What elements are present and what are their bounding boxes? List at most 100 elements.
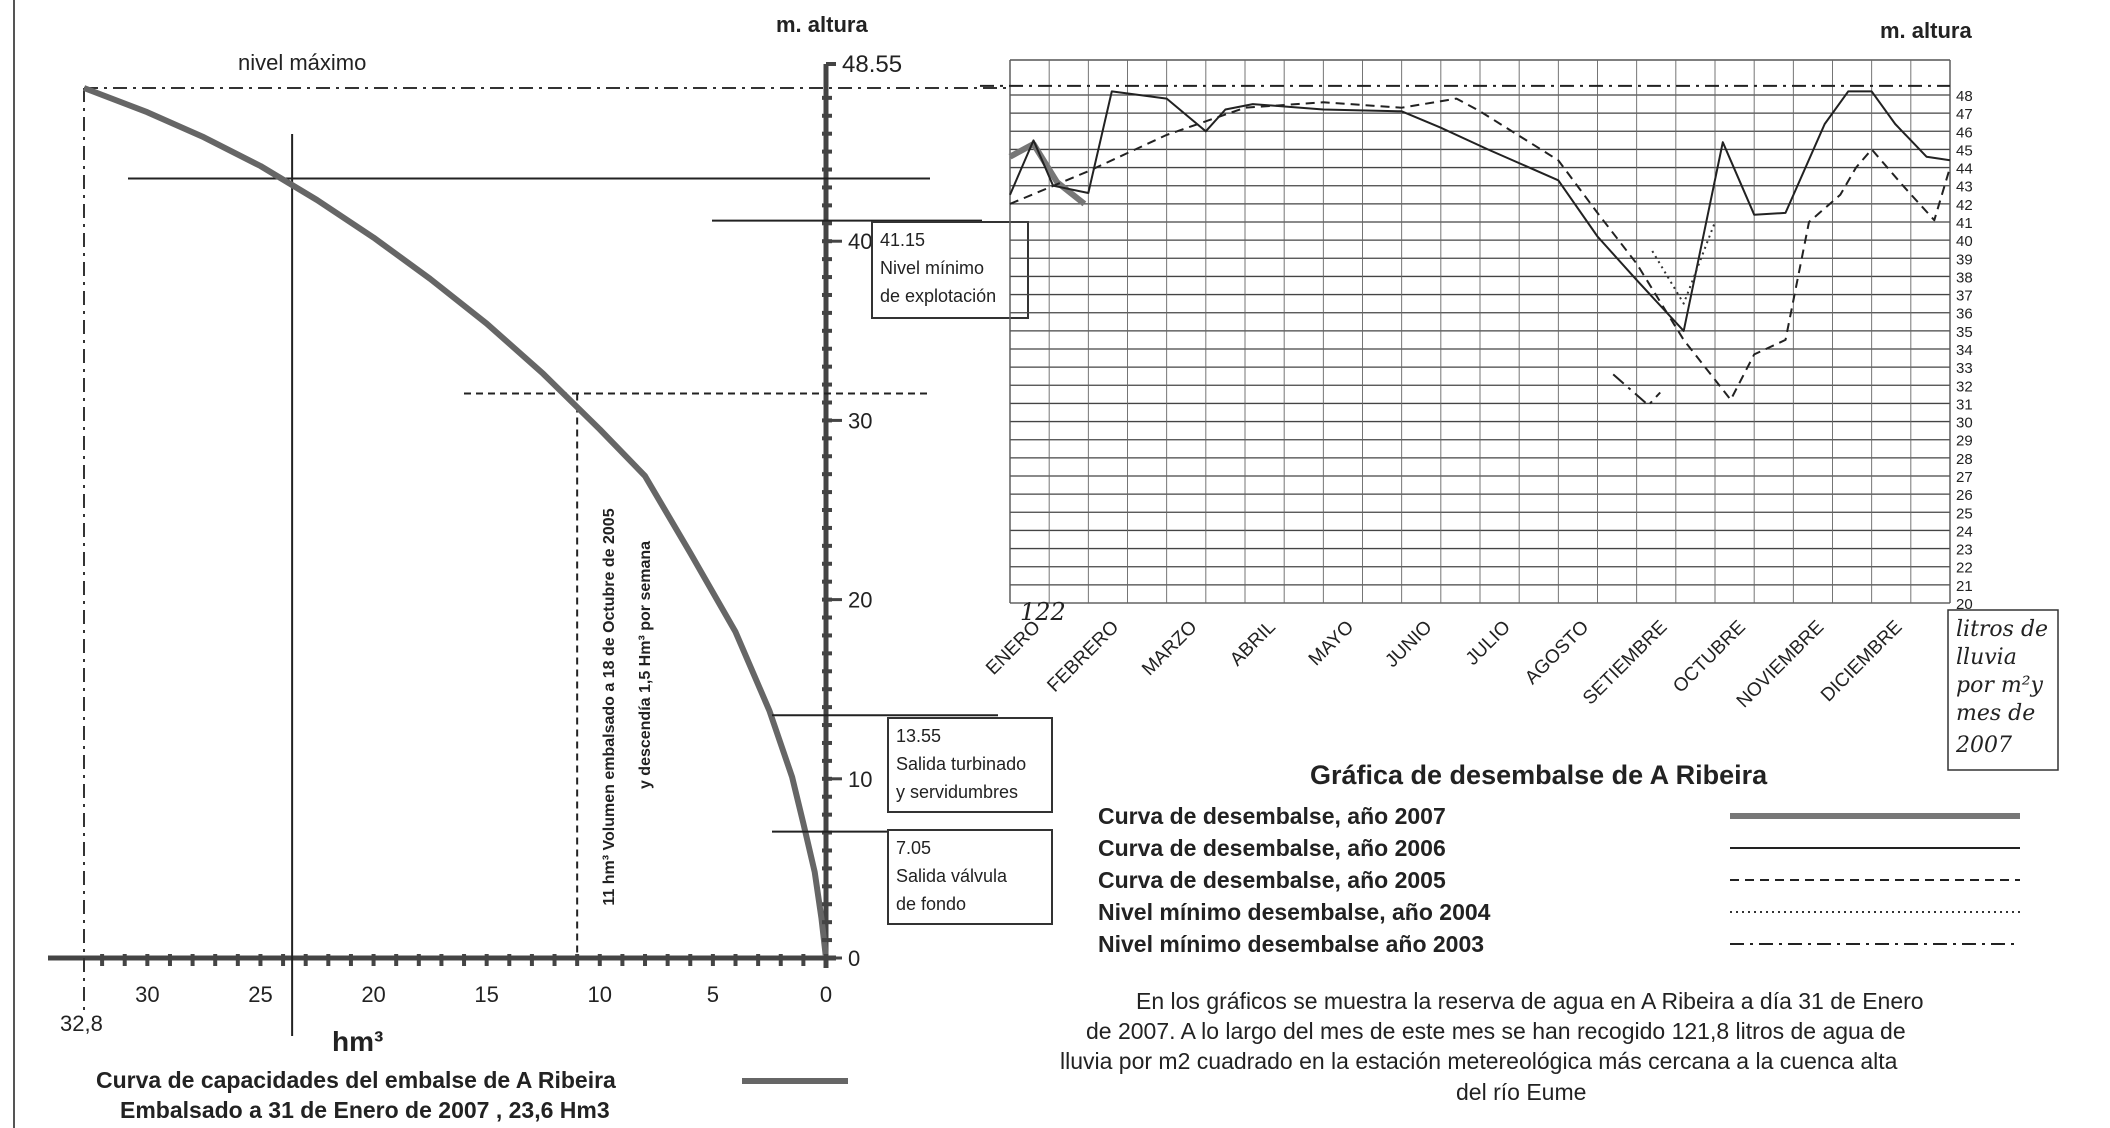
right-y-tick-label: 29	[1956, 433, 1973, 450]
left-y-minor-tick	[822, 866, 832, 871]
left-x-minor-tick	[597, 954, 602, 966]
left-y-minor-tick	[822, 615, 832, 620]
left-chart-title: Curva de capacidades del embalse de A Ri…	[96, 1067, 616, 1093]
right-y-tick-label: 25	[1956, 505, 1973, 522]
left-y-minor-tick	[822, 705, 832, 710]
capacity-curve	[82, 85, 829, 959]
left-y-minor-tick	[822, 167, 832, 172]
left-chart-subtitle: Embalsado a 31 de Enero de 2007 , 23,6 H…	[120, 1097, 610, 1123]
legend-label: Curva de desembalse, año 2007	[1098, 803, 1446, 829]
left-y-minor-tick	[822, 651, 832, 656]
right-y-tick-label: 44	[1956, 161, 1973, 178]
left-y-minor-tick	[822, 275, 832, 280]
annotation-text: de explotación	[880, 286, 996, 306]
left-y-minor-tick	[822, 328, 832, 333]
right-y-tick-label: 39	[1956, 251, 1973, 268]
rain-note-line-1: litros de	[1956, 617, 2048, 642]
left-x-minor-tick	[484, 954, 489, 966]
left-y-minor-tick	[822, 920, 832, 925]
left-x-minor-tick	[778, 954, 783, 966]
right-y-tick-label: 36	[1956, 306, 1973, 323]
right-chart-title: Gráfica de desembalse de A Ribeira	[1310, 760, 1768, 790]
left-y-minor-tick	[822, 723, 832, 728]
right-legend: Curva de desembalse, año 2007 Curva de de…	[1098, 803, 2020, 957]
left-x-minor-tick	[756, 954, 761, 966]
legend-label: Nivel mínimo desembalse año 2003	[1098, 931, 1484, 957]
series-line-5	[1612, 373, 1661, 407]
left-x-minor-tick	[326, 954, 331, 966]
left-y-tick-label: 10	[848, 767, 872, 792]
left-y-minor-tick	[822, 221, 832, 226]
right-y-tick-label: 21	[1956, 578, 1973, 595]
series-line-2	[1009, 90, 1951, 332]
left-x-max-label: 32,8	[60, 1011, 103, 1036]
vertical-note-line-2: y descendía 1,5 Hm³ por semana	[637, 541, 654, 789]
right-y-tick-label: 26	[1956, 487, 1973, 504]
annotation-text: 41.15	[880, 230, 925, 250]
annotation-text: 7.05	[896, 838, 931, 858]
right-y-tick-label: 42	[1956, 197, 1973, 214]
left-y-minor-tick	[822, 740, 832, 745]
left-x-tick-label: 30	[135, 982, 159, 1007]
annotation-text: Salida turbinado	[896, 754, 1026, 774]
right-y-tick-label: 32	[1956, 378, 1973, 395]
left-y-minor-tick	[822, 508, 832, 513]
series-line-4	[1651, 221, 1716, 305]
description-line-4: del río Eume	[1456, 1079, 1586, 1105]
rain-note-line-2: lluvia	[1956, 645, 2017, 670]
right-y-tick-label: 40	[1956, 233, 1973, 250]
left-x-minor-tick	[122, 954, 127, 966]
left-y-minor-tick	[822, 131, 832, 136]
left-top-value-label: 48.55	[842, 51, 902, 78]
left-y-tick-label: 30	[848, 408, 872, 433]
left-x-minor-tick	[100, 954, 105, 966]
left-y-minor-tick	[822, 525, 832, 530]
left-y-minor-tick	[822, 382, 832, 387]
left-x-minor-tick	[235, 954, 240, 966]
right-y-tick-label: 46	[1956, 124, 1973, 141]
left-y-minor-tick	[822, 292, 832, 297]
left-x-minor-tick	[394, 954, 399, 966]
description: En los gráficos se muestra la reserva de…	[1060, 988, 1924, 1105]
right-y-tick-label: 28	[1956, 451, 1973, 468]
left-y-minor-tick	[822, 472, 832, 477]
left-x-tick-label: 15	[474, 982, 498, 1007]
right-y-tick-label: 22	[1956, 560, 1973, 577]
left-x-minor-tick	[710, 954, 715, 966]
annotation-text: Salida válvula	[896, 866, 1008, 886]
left-x-tick-label: 0	[820, 982, 832, 1007]
right-y-tick-label: 45	[1956, 142, 1973, 159]
left-x-minor-tick	[801, 954, 806, 966]
legend-label: Curva de desembalse, año 2006	[1098, 835, 1446, 861]
right-y-tick-label: 41	[1956, 215, 1973, 232]
right-y-axis-title: m. altura	[1880, 18, 1972, 43]
left-x-minor-tick	[575, 954, 580, 966]
left-x-minor-tick	[258, 954, 263, 966]
description-line-3: lluvia por m2 cuadrado en la estación me…	[1060, 1048, 1898, 1074]
vertical-note: 11 hm³ Volumen embalsado a 18 de Octubre…	[601, 508, 654, 905]
left-y-minor-tick	[822, 113, 832, 118]
left-x-minor-tick	[190, 954, 195, 966]
left-y-minor-tick	[822, 633, 832, 638]
right-y-tick-label: 27	[1956, 469, 1973, 486]
rain-note: litros de lluvia por m²y mes de 2007	[1947, 609, 2059, 771]
description-line-2: de 2007. A lo largo del mes de este mes …	[1086, 1018, 1906, 1044]
capacity-chart: 0 10 20 30 40 30 25 20 15 10 5 0 41.15 Nivel mínimo d…	[48, 12, 1053, 1123]
left-x-minor-tick	[620, 954, 625, 966]
right-y-tick-label: 34	[1956, 342, 1973, 359]
left-x-tick-label: 5	[707, 982, 719, 1007]
description-line-1: En los gráficos se muestra la reserva de…	[1136, 988, 1924, 1014]
left-x-minor-tick	[213, 954, 218, 966]
left-x-minor-tick	[303, 954, 308, 966]
left-y-minor-tick	[822, 687, 832, 692]
left-y-minor-tick	[822, 95, 832, 100]
rain-note-line-3: por m²y	[1956, 673, 2044, 698]
left-y-minor-tick	[822, 364, 832, 369]
left-y-minor-tick	[822, 400, 832, 405]
left-y-minor-tick	[822, 758, 832, 763]
right-y-tick-label: 31	[1956, 396, 1973, 413]
left-y-minor-tick	[822, 203, 832, 208]
vertical-note-line-1: 11 hm³ Volumen embalsado a 18 de Octubre…	[601, 508, 618, 905]
left-x-minor-tick	[167, 954, 172, 966]
